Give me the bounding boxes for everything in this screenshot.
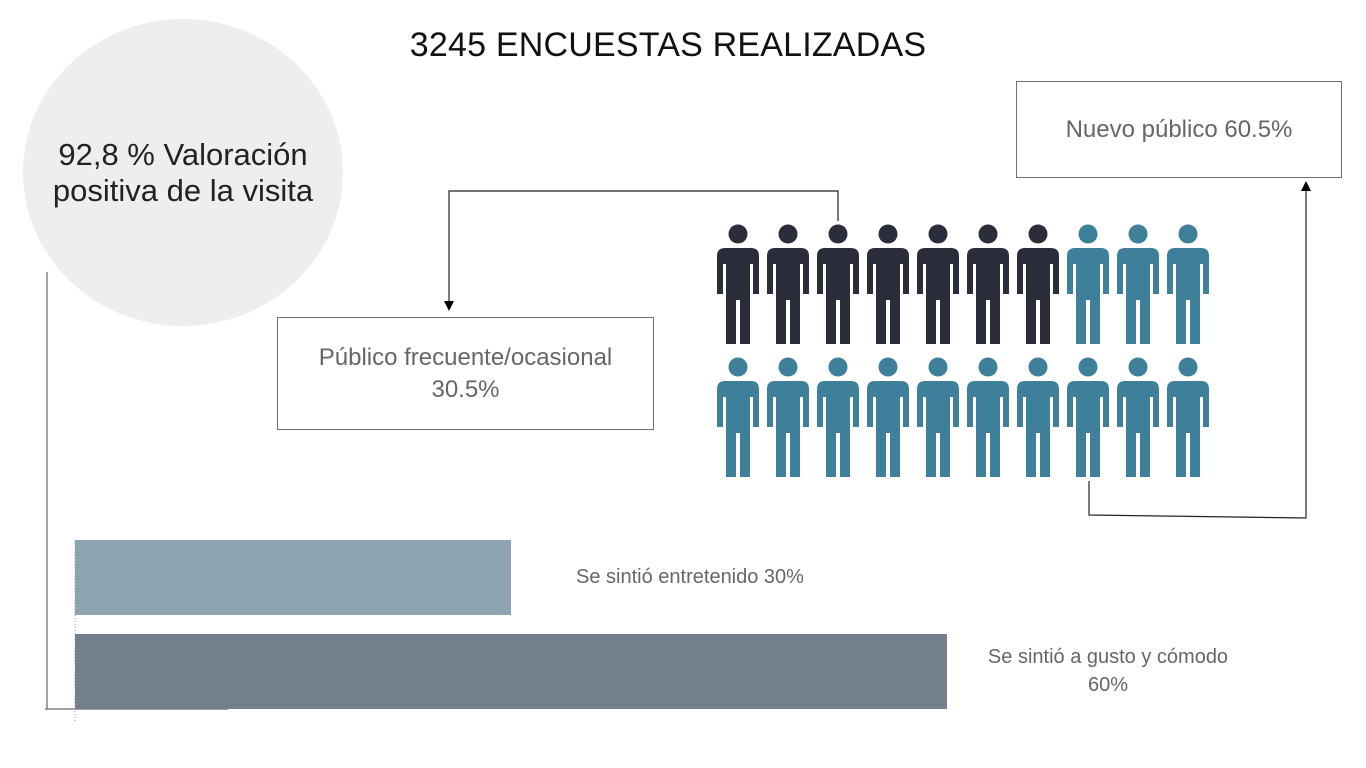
bar-chart bbox=[75, 540, 947, 709]
frequent-audience-label: Público frecuente/ocasional 30.5% bbox=[318, 343, 613, 403]
person-icon bbox=[817, 224, 859, 344]
person-icon bbox=[1167, 224, 1209, 344]
person-icon bbox=[1017, 224, 1059, 344]
person-icon bbox=[1117, 224, 1159, 344]
person-icon bbox=[917, 224, 959, 344]
frequent-audience-box: Público frecuente/ocasional 30.5% bbox=[277, 317, 654, 430]
bar-comfortable bbox=[75, 634, 947, 709]
new-audience-label: Nuevo público 60.5% bbox=[1065, 115, 1293, 143]
person-icon bbox=[717, 357, 759, 477]
person-icon bbox=[1117, 357, 1159, 477]
person-icon bbox=[817, 357, 859, 477]
person-icon bbox=[767, 357, 809, 477]
bar-label-entertained: Se sintió entretenido 30% bbox=[576, 566, 804, 588]
rating-circle: 92,8 % Valoración positiva de la visita bbox=[23, 19, 343, 326]
connector-frequent-arrow bbox=[444, 190, 839, 311]
bar-label-comfortable: Se sintió a gusto y cómodo 60% bbox=[987, 646, 1229, 696]
person-icon bbox=[1067, 224, 1109, 344]
new-audience-box: Nuevo público 60.5% bbox=[1016, 81, 1342, 178]
page-title: 3245 ENCUESTAS REALIZADAS bbox=[409, 26, 927, 64]
person-icon bbox=[867, 357, 909, 477]
person-icon bbox=[867, 224, 909, 344]
people-icon-grid bbox=[717, 224, 1209, 477]
person-icon bbox=[1167, 357, 1209, 477]
person-icon bbox=[767, 224, 809, 344]
person-icon bbox=[967, 357, 1009, 477]
connector-new-arrow bbox=[1088, 181, 1311, 519]
bar-entertained bbox=[75, 540, 511, 615]
person-icon bbox=[917, 357, 959, 477]
person-icon bbox=[1017, 357, 1059, 477]
person-icon bbox=[717, 224, 759, 344]
rating-text: 92,8 % Valoración positiva de la visita bbox=[52, 136, 314, 208]
person-icon bbox=[1067, 357, 1109, 477]
person-icon bbox=[967, 224, 1009, 344]
